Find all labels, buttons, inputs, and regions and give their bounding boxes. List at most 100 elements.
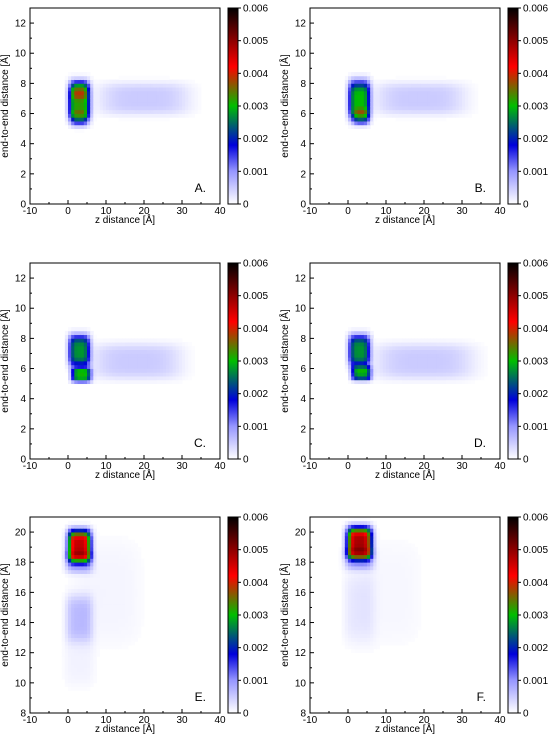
heatmap-cell — [147, 372, 151, 377]
heatmap-cell — [121, 615, 126, 620]
heatmap-cell — [382, 615, 387, 620]
heatmap-cell — [90, 588, 94, 593]
heatmap-cell — [80, 554, 85, 559]
heatmap-cell — [147, 353, 151, 358]
heatmap-cell — [386, 372, 390, 377]
heatmap-cell — [178, 349, 183, 354]
heatmap-cell — [118, 357, 123, 362]
heatmap-cell — [77, 645, 82, 650]
heatmap-cell — [417, 94, 422, 99]
heatmap-cell — [443, 353, 447, 358]
heatmap-cell — [188, 342, 192, 347]
x-axis-label: z distance [Å] — [95, 468, 155, 481]
heatmap-cell — [424, 342, 428, 347]
heatmap-cell — [87, 379, 91, 385]
heatmap-cell — [140, 357, 145, 362]
heatmap-cell — [379, 113, 384, 118]
heatmap-cell — [351, 630, 355, 635]
heatmap-cell — [77, 675, 82, 680]
y-tick-label: 4 — [300, 394, 306, 405]
heatmap-cell — [71, 615, 75, 620]
heatmap-cell — [351, 584, 355, 590]
x-tick-label: 40 — [494, 461, 506, 472]
heatmap-cell — [363, 596, 368, 601]
heatmap-cell — [71, 611, 75, 616]
heatmap-cell — [468, 87, 472, 92]
heatmap-cell — [344, 353, 349, 358]
heatmap-cell — [401, 102, 406, 107]
heatmap-cell — [360, 535, 365, 541]
heatmap-cell — [430, 338, 434, 343]
heatmap-cell — [93, 592, 97, 597]
heatmap-cell — [188, 106, 192, 111]
heatmap-cell — [153, 368, 158, 373]
heatmap-cell — [131, 87, 135, 92]
heatmap-cell — [64, 90, 69, 96]
heatmap-cell — [446, 364, 450, 369]
heatmap-cell — [96, 98, 101, 103]
heatmap-cell — [191, 106, 196, 111]
heatmap-cell — [93, 615, 97, 620]
heatmap-cell — [71, 353, 75, 358]
heatmap-cell — [395, 562, 400, 567]
heatmap-cell — [414, 618, 419, 623]
heatmap-cell — [61, 667, 66, 672]
heatmap-cell — [115, 641, 120, 646]
heatmap-cell — [395, 550, 400, 556]
heatmap-cell — [360, 543, 365, 548]
heatmap-cell — [360, 376, 365, 381]
heatmap-cell — [449, 357, 453, 362]
heatmap-cell — [354, 372, 358, 377]
heatmap-cell — [83, 607, 88, 612]
colorbar-tick-label: 0 — [243, 709, 249, 720]
heatmap-cell — [125, 626, 129, 631]
heatmap-cell — [357, 90, 362, 96]
heatmap-cell — [452, 372, 457, 377]
heatmap-cell — [121, 376, 126, 381]
heatmap-cell — [74, 584, 78, 590]
heatmap-cell — [382, 79, 387, 84]
heatmap-cell — [481, 372, 485, 377]
heatmap-cell — [360, 573, 365, 578]
heatmap-cell — [417, 338, 422, 343]
heatmap-cell — [465, 357, 469, 362]
heatmap-cell — [159, 109, 164, 114]
heatmap-cell — [80, 342, 85, 347]
heatmap-cell — [351, 79, 355, 84]
heatmap-cell — [373, 345, 377, 351]
heatmap-cell — [370, 368, 374, 373]
heatmap-cell — [87, 679, 91, 684]
heatmap-cell — [74, 652, 78, 657]
x-tick-label: -10 — [23, 206, 38, 217]
heatmap-cell — [144, 117, 148, 122]
heatmap-cell — [370, 524, 374, 529]
heatmap-cell — [166, 376, 170, 381]
heatmap-cell — [77, 372, 82, 377]
heatmap-cell — [83, 686, 88, 691]
heatmap-cell — [137, 558, 142, 563]
x-tick-label: 20 — [138, 461, 150, 472]
heatmap-cell — [172, 102, 177, 107]
heatmap-cell — [90, 79, 94, 84]
heatmap-cell — [131, 345, 135, 351]
x-tick-label: 0 — [345, 461, 351, 472]
heatmap-cell — [465, 345, 469, 351]
heatmap-cell — [87, 364, 91, 369]
heatmap-cell — [61, 596, 66, 601]
heatmap-cell — [109, 94, 113, 99]
heatmap-cell — [93, 532, 97, 537]
heatmap-cell — [430, 372, 434, 377]
heatmap-cell — [376, 569, 381, 574]
heatmap-cell — [389, 543, 393, 548]
heatmap-cell — [106, 353, 110, 358]
heatmap-cell — [411, 342, 415, 347]
heatmap-cell — [77, 94, 82, 99]
heatmap-cell — [115, 603, 120, 608]
heatmap-cell — [74, 603, 78, 608]
heatmap-cell — [420, 75, 425, 81]
heatmap-cell — [112, 603, 116, 608]
heatmap-cell — [172, 342, 177, 347]
heatmap-cell — [376, 611, 381, 616]
heatmap-cell — [74, 622, 78, 627]
heatmap-cell — [436, 75, 441, 81]
